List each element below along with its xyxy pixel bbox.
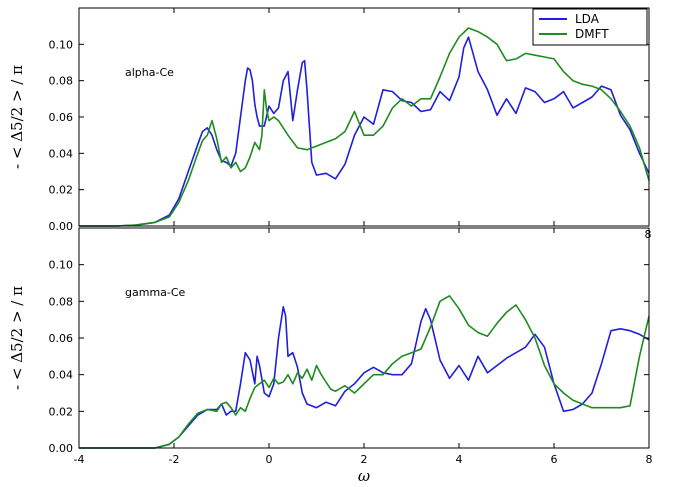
y-tick-label: 0.08 xyxy=(49,75,74,88)
x-tick-label: 2 xyxy=(361,453,368,466)
legend-box xyxy=(532,8,648,46)
series-line-dmft xyxy=(79,294,650,449)
plot-frame xyxy=(78,227,650,449)
legend-entry-dmft: DMFT xyxy=(575,27,609,41)
legend-entry-lda: LDA xyxy=(575,12,600,26)
y-tick-label: 0.04 xyxy=(49,147,74,160)
x-tick-label: 8 xyxy=(646,453,653,466)
gamma-ce-panel: 0.00 0.02 0.04 0.06 0.08 0.10 -4 -2 0 2 4 6 8 ω - < Δ5… xyxy=(8,227,653,485)
x-tick-label: 0 xyxy=(266,453,273,466)
y-tick-label: 0.00 xyxy=(49,220,74,233)
series-line-lda xyxy=(79,305,650,449)
y-axis-label: - < Δ5/2 > / π xyxy=(8,286,26,390)
x-axis-label: ω xyxy=(358,467,370,485)
panel-annotation: alpha-Ce xyxy=(125,66,174,79)
x-tick-label: -4 xyxy=(74,453,85,466)
series-line-dmft xyxy=(79,27,650,227)
x-tick-label: 6 xyxy=(551,453,558,466)
y-tick-label: 0.04 xyxy=(49,369,74,382)
y-tick-label: 0.10 xyxy=(49,38,74,51)
x-tick-label: -2 xyxy=(169,453,180,466)
x-tick-label: 8 xyxy=(645,228,652,241)
alpha-ce-panel: 0.00 0.02 0.04 0.06 0.08 0.10 8 - < Δ5/2 > / π a… xyxy=(8,7,652,241)
y-tick-label: 0.00 xyxy=(49,442,74,455)
y-tick-label: 0.02 xyxy=(49,184,74,197)
y-tick-label: 0.02 xyxy=(49,405,74,418)
y-axis-label: - < Δ5/2 > / π xyxy=(8,65,26,169)
y-tick-label: 0.06 xyxy=(49,111,74,124)
x-tick-label: 4 xyxy=(456,453,463,466)
y-tick-label: 0.08 xyxy=(49,295,74,308)
y-tick-label: 0.06 xyxy=(49,332,74,345)
y-tick-label: 0.10 xyxy=(49,259,74,272)
panel-annotation: gamma-Ce xyxy=(125,286,186,299)
